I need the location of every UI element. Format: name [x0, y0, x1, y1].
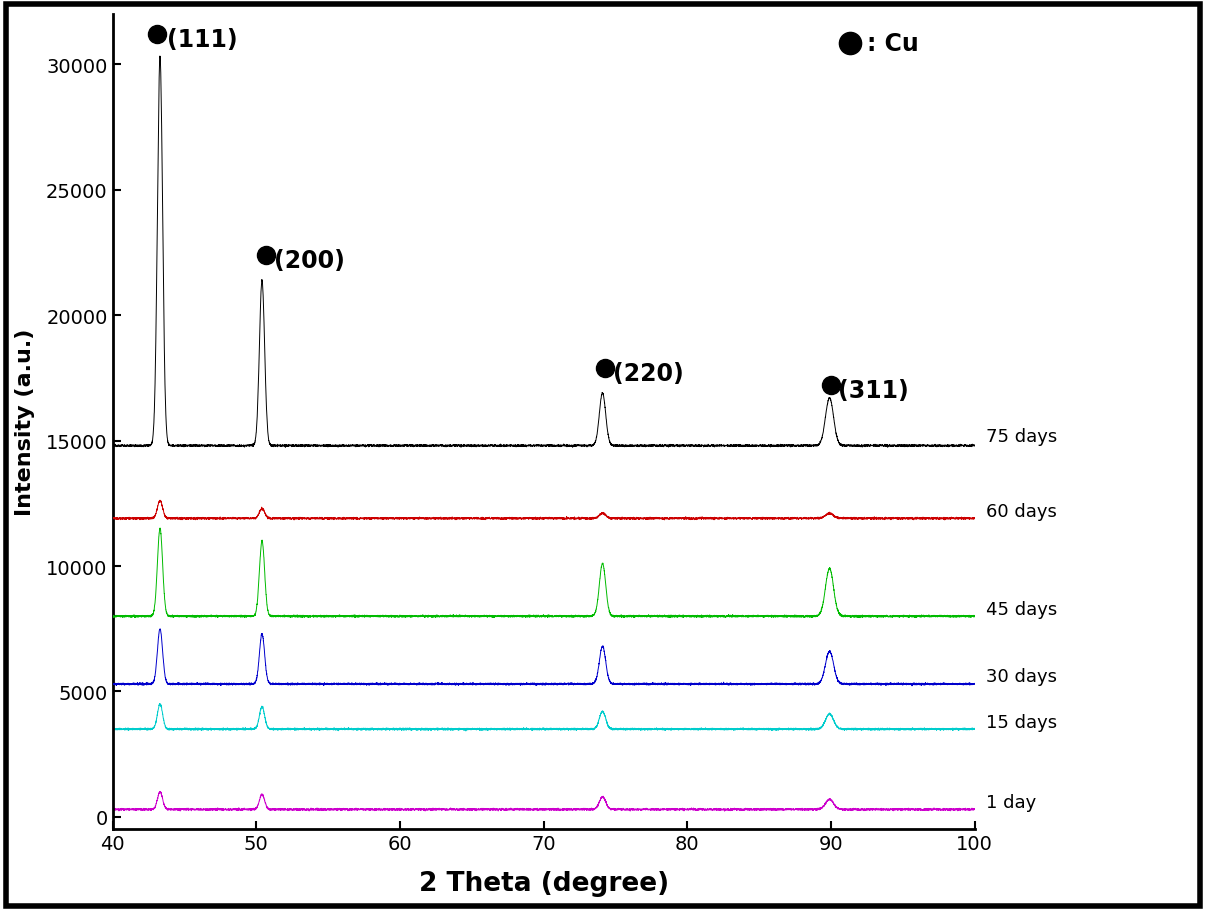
- X-axis label: 2 Theta (degree): 2 Theta (degree): [418, 870, 668, 896]
- Text: 75 days: 75 days: [987, 427, 1058, 445]
- Text: 15 days: 15 days: [987, 712, 1058, 731]
- Y-axis label: Intensity (a.u.): Intensity (a.u.): [14, 329, 35, 516]
- Text: (200): (200): [274, 249, 345, 272]
- Text: (111): (111): [168, 28, 238, 52]
- Text: 60 days: 60 days: [987, 502, 1056, 520]
- Text: (220): (220): [613, 362, 684, 385]
- Text: 1 day: 1 day: [987, 793, 1036, 811]
- Text: : Cu: : Cu: [867, 32, 919, 56]
- Text: 45 days: 45 days: [987, 600, 1058, 618]
- Text: (311): (311): [838, 379, 909, 403]
- Text: 30 days: 30 days: [987, 668, 1058, 686]
